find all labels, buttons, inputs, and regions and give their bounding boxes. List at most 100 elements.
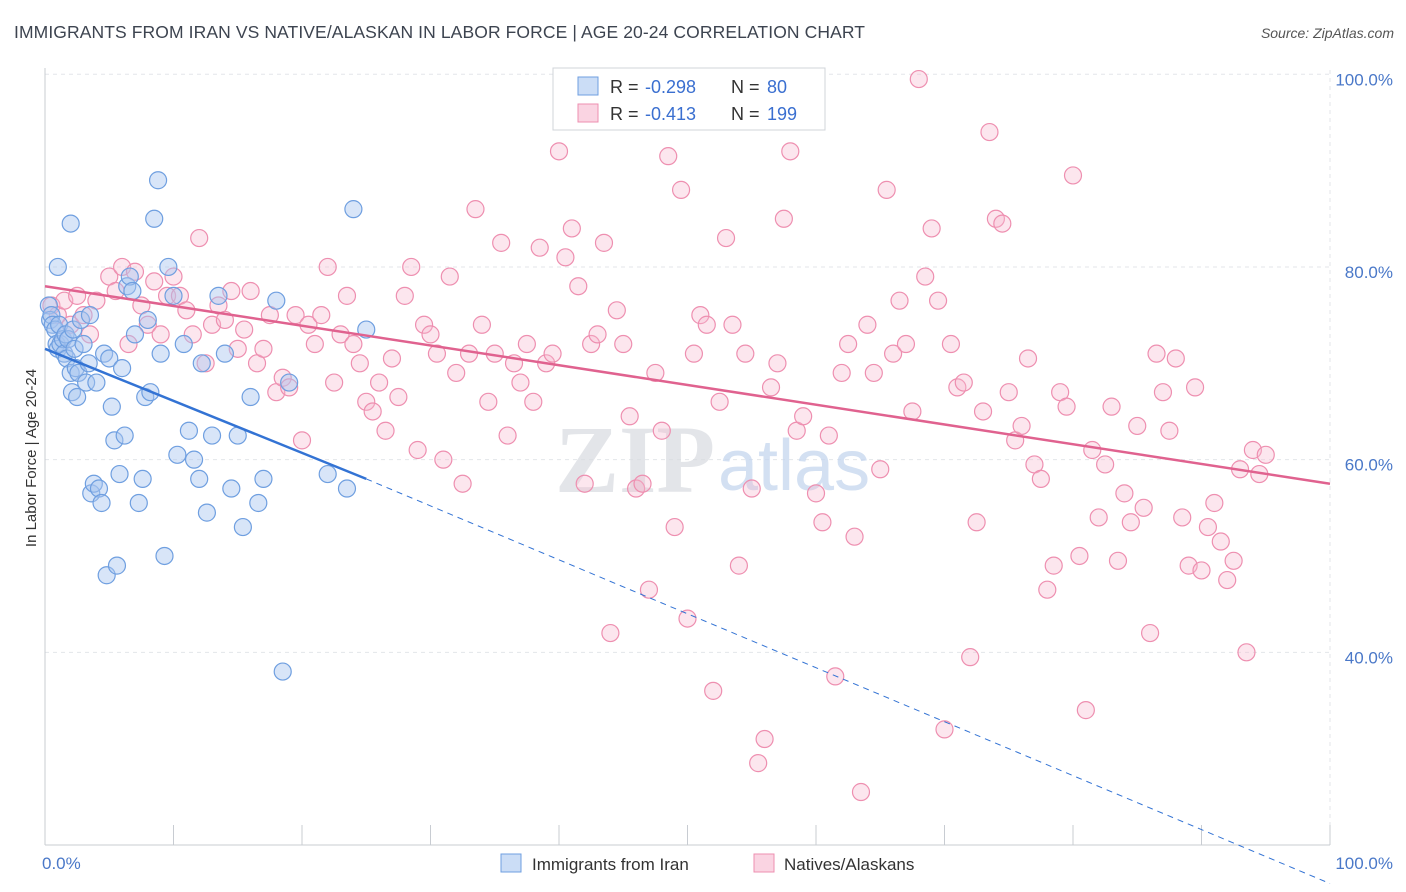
point-pink-75: [530, 238, 549, 257]
point-blue-63: [209, 286, 228, 305]
point-blue-35: [105, 431, 124, 450]
point-pink-45: [337, 286, 357, 305]
point-pink-29: [235, 320, 254, 339]
legend-r-label-1: R =: [610, 104, 639, 124]
point-blue-61: [197, 503, 217, 522]
point-pink-18: [164, 267, 183, 286]
point-pink-96: [665, 517, 684, 537]
point-blue-27: [84, 474, 103, 493]
point-pink-56: [408, 440, 427, 460]
point-blue-30: [92, 493, 111, 513]
point-pink-78: [549, 142, 569, 161]
source-prefix: Source:: [1260, 25, 1314, 41]
point-pink-170: [1147, 344, 1166, 363]
point-blue-29: [89, 479, 109, 498]
point-pink-91: [633, 474, 652, 493]
point-pink-119: [819, 426, 838, 445]
legend-n-value-0: 80: [767, 77, 787, 97]
point-pink-160: [1083, 440, 1102, 460]
point-pink-120: [826, 667, 845, 686]
chart-title: IMMIGRANTS FROM IRAN VS NATIVE/ALASKAN I…: [14, 22, 866, 42]
point-pink-116: [794, 407, 813, 426]
point-blue-55: [168, 445, 187, 464]
axes: [44, 68, 1331, 846]
point-pink-169: [1140, 623, 1160, 643]
point-pink-143: [973, 402, 993, 421]
point-pink-106: [729, 556, 749, 575]
point-pink-136: [928, 291, 948, 310]
point-blue-64: [215, 344, 234, 363]
point-blue-3: [43, 315, 62, 334]
point-pink-166: [1121, 513, 1140, 532]
point-pink-177: [1192, 561, 1211, 580]
trend-line-iran: [44, 347, 367, 481]
trend-lines: [44, 284, 1331, 884]
point-blue-52: [155, 546, 174, 566]
legend-r-value-0: -0.298: [645, 77, 696, 97]
point-blue-69: [249, 493, 268, 513]
y-axis-title: In Labor Force | Age 20-24: [23, 369, 40, 547]
point-blue-75: [337, 479, 357, 498]
point-pink-43: [325, 373, 344, 392]
point-pink-92: [639, 580, 659, 599]
point-blue-2: [42, 306, 61, 325]
point-pink-110: [755, 729, 774, 749]
point-pink-158: [1070, 546, 1089, 566]
point-blue-62: [202, 426, 222, 445]
point-pink-79: [556, 248, 575, 267]
point-pink-171: [1153, 383, 1173, 402]
point-pink-172: [1160, 421, 1179, 440]
source-name: ZipAtlas.com: [1313, 25, 1394, 41]
point-blue-45: [133, 469, 152, 489]
point-blue-70: [254, 469, 273, 489]
point-pink-159: [1076, 701, 1095, 720]
point-blue-17: [65, 339, 84, 358]
point-pink-41: [312, 306, 331, 325]
point-pink-22: [190, 228, 209, 248]
y-tick-label-0: 100.0%: [1335, 70, 1393, 89]
point-pink-5: [74, 306, 93, 325]
point-blue-57: [179, 421, 199, 440]
point-pink-16: [151, 325, 170, 344]
point-pink-109: [749, 754, 768, 773]
point-pink-113: [774, 209, 793, 228]
point-blue-73: [280, 373, 299, 392]
point-blue-15: [62, 383, 82, 402]
point-pink-146: [993, 214, 1012, 233]
point-blue-16: [64, 320, 83, 339]
point-pink-69: [492, 233, 511, 252]
point-blue-22: [74, 334, 93, 354]
point-pink-77: [543, 344, 562, 363]
point-pink-38: [292, 431, 312, 450]
point-pink-101: [697, 315, 716, 334]
point-pink-125: [858, 315, 877, 334]
point-pink-180: [1211, 532, 1230, 551]
point-pink-87: [607, 301, 626, 320]
point-pink-163: [1102, 397, 1121, 416]
point-pink-15: [145, 272, 164, 291]
point-pink-70: [498, 426, 517, 445]
point-pink-140: [954, 373, 973, 392]
point-pink-174: [1173, 508, 1192, 527]
point-pink-130: [890, 291, 909, 310]
x-tick-label-1: 100.0%: [1335, 854, 1393, 873]
tick-labels: 100.0% 80.0% 60.0% 40.0% 0.0% 100.0%: [42, 70, 1393, 873]
y-tick-label-3: 40.0%: [1345, 648, 1393, 667]
point-pink-88: [614, 334, 633, 354]
point-blue-60: [192, 354, 211, 373]
point-pink-80: [562, 219, 581, 238]
point-pink-30: [241, 281, 260, 301]
point-pink-98: [678, 609, 697, 628]
point-blue-49: [145, 209, 164, 228]
point-blue-47: [138, 310, 157, 330]
point-pink-11: [119, 334, 138, 354]
point-pink-63: [453, 474, 472, 493]
bottom-legend-label-iran: Immigrants from Iran: [532, 855, 689, 874]
point-pink-83: [582, 334, 601, 354]
point-blue-78: [61, 214, 80, 233]
point-pink-20: [177, 301, 196, 320]
point-pink-67: [479, 392, 498, 411]
point-pink-137: [935, 720, 954, 739]
bottom-legend-swatch-iran: [500, 853, 522, 873]
